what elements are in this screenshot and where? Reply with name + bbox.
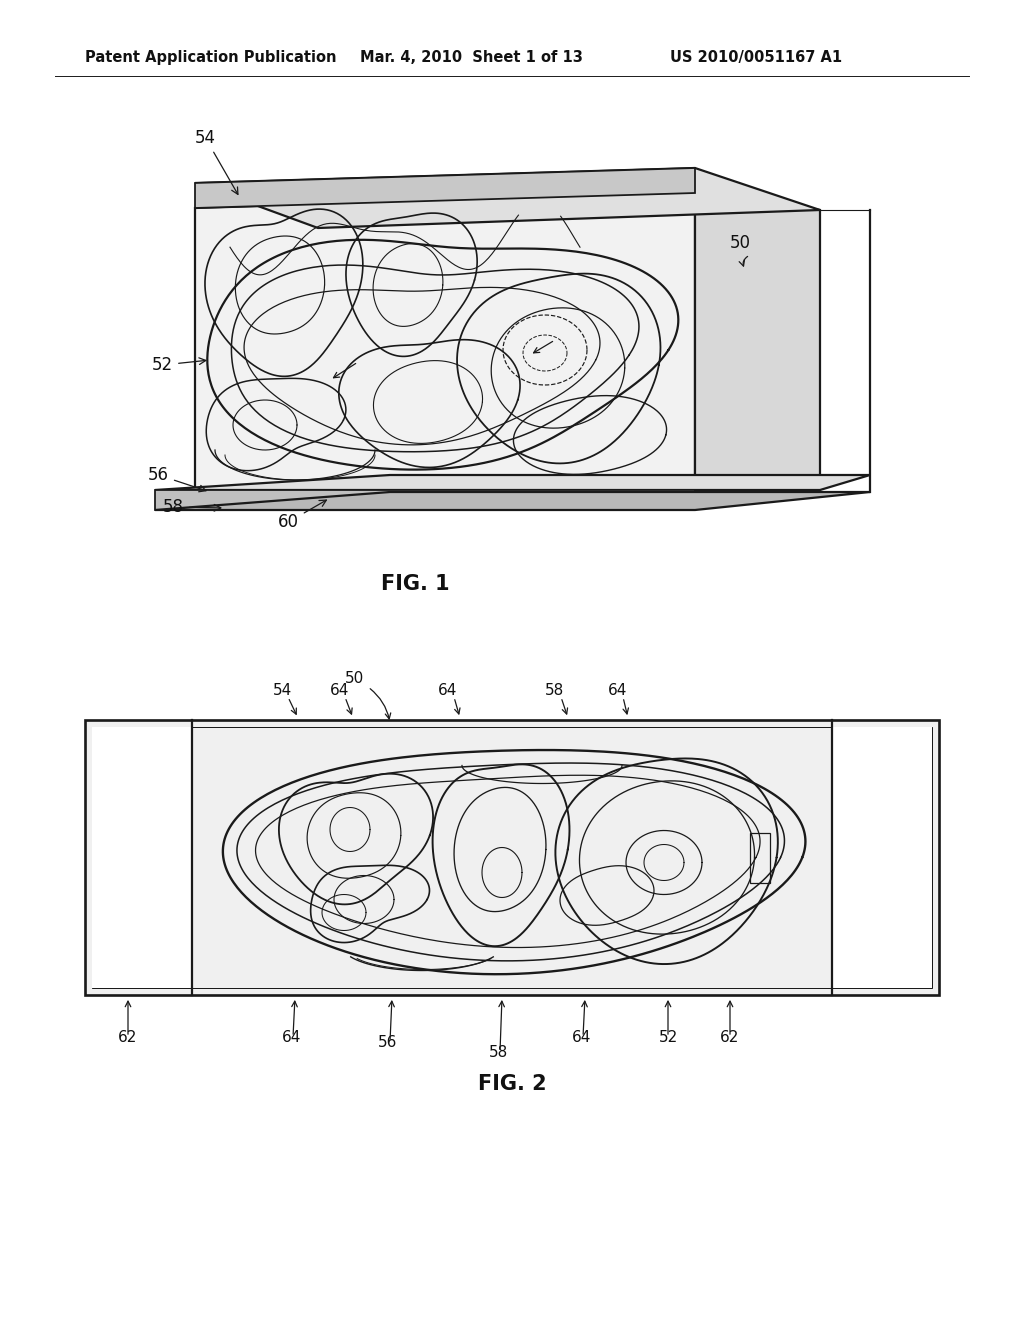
Text: 52: 52 xyxy=(658,1030,678,1045)
Text: Patent Application Publication: Patent Application Publication xyxy=(85,50,337,65)
Bar xyxy=(92,727,193,987)
Text: 62: 62 xyxy=(720,1030,739,1045)
Text: FIG. 1: FIG. 1 xyxy=(381,574,450,594)
Text: 54: 54 xyxy=(195,129,238,194)
Polygon shape xyxy=(195,193,695,490)
Bar xyxy=(92,727,932,987)
Text: 58: 58 xyxy=(163,498,221,516)
Polygon shape xyxy=(155,492,870,510)
Text: 56: 56 xyxy=(378,1035,397,1049)
Text: 60: 60 xyxy=(278,500,327,531)
Polygon shape xyxy=(195,168,695,209)
Text: 64: 64 xyxy=(283,1030,302,1045)
Polygon shape xyxy=(695,193,820,490)
Bar xyxy=(831,727,932,987)
Text: US 2010/0051167 A1: US 2010/0051167 A1 xyxy=(670,50,842,65)
Text: 54: 54 xyxy=(272,682,292,698)
Text: 52: 52 xyxy=(152,356,206,374)
Text: 58: 58 xyxy=(546,682,564,698)
Text: 64: 64 xyxy=(438,682,458,698)
Text: 50: 50 xyxy=(345,671,365,686)
Text: 64: 64 xyxy=(608,682,628,698)
Text: Mar. 4, 2010  Sheet 1 of 13: Mar. 4, 2010 Sheet 1 of 13 xyxy=(360,50,583,65)
Text: 64: 64 xyxy=(572,1030,592,1045)
Text: 56: 56 xyxy=(148,466,206,492)
Text: 50: 50 xyxy=(730,234,751,252)
Bar xyxy=(85,719,939,995)
Polygon shape xyxy=(195,168,820,228)
Text: 62: 62 xyxy=(119,1030,137,1045)
Polygon shape xyxy=(155,475,870,490)
Text: FIG. 2: FIG. 2 xyxy=(477,1074,547,1094)
Polygon shape xyxy=(155,490,695,510)
Text: 58: 58 xyxy=(488,1045,508,1060)
Text: 64: 64 xyxy=(331,682,349,698)
